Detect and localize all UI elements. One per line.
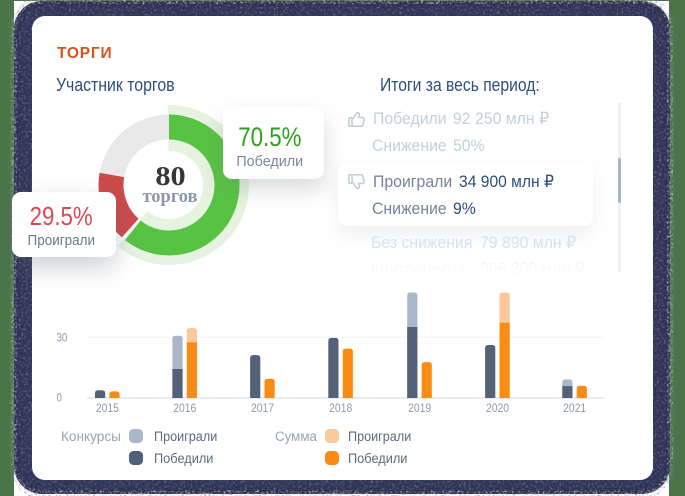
svg-text:2021: 2021 <box>563 402 586 415</box>
svg-text:2019: 2019 <box>408 402 431 415</box>
svg-text:2015: 2015 <box>96 402 119 415</box>
svg-text:0: 0 <box>57 392 62 405</box>
svg-text:2020: 2020 <box>486 402 509 415</box>
svg-text:2017: 2017 <box>251 402 274 415</box>
svg-text:30: 30 <box>57 332 68 345</box>
svg-text:2018: 2018 <box>329 402 352 415</box>
svg-text:2016: 2016 <box>173 402 196 415</box>
